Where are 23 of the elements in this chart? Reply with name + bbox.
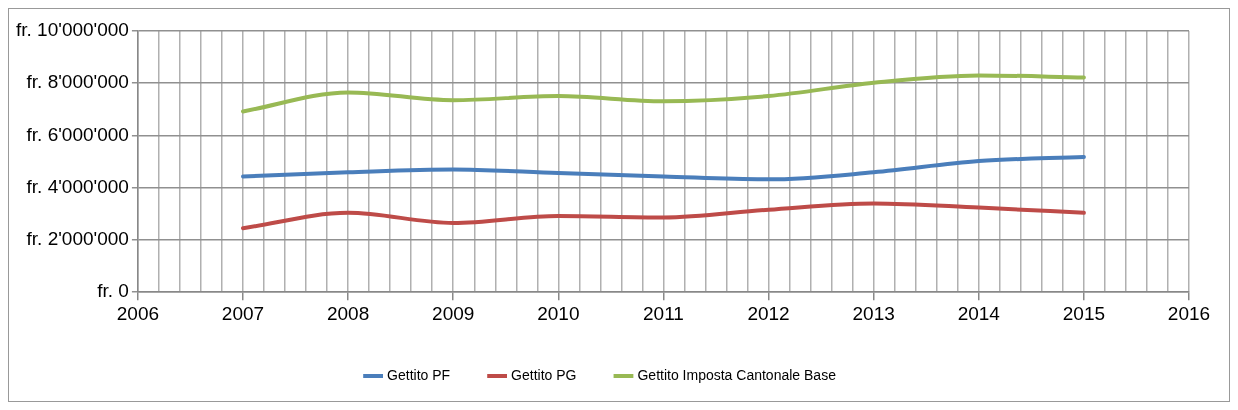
x-tick-label: 2006	[116, 302, 160, 324]
line-series	[241, 201, 1086, 231]
legend-label: Gettito PF	[387, 366, 451, 383]
x-tick-label: 2015	[1062, 302, 1106, 324]
x-tick-label: 2013	[852, 302, 895, 324]
line-series	[241, 73, 1086, 114]
legend-label: Gettito PG	[511, 366, 577, 383]
x-tick-label: 2016	[1167, 302, 1211, 324]
legend-label: Gettito Imposta Cantonale Base	[637, 366, 837, 383]
y-tick-label: fr. 6'000'000	[26, 123, 129, 145]
x-tick-label: 2011	[643, 302, 684, 324]
x-tick-label: 2014	[957, 302, 1001, 324]
y-tick-label: fr. 2'000'000	[26, 228, 129, 250]
y-tick-label: fr. 8'000'000	[26, 71, 129, 93]
y-tick-label: fr. 4'000'000	[26, 175, 129, 197]
line-series	[241, 154, 1086, 182]
x-tick-label: 2010	[537, 302, 580, 324]
x-tick-label: 2008	[326, 302, 370, 324]
x-tick-label: 2012	[747, 302, 790, 324]
x-tick-label: 2009	[432, 302, 475, 324]
x-tick-label: 2007	[221, 302, 265, 324]
y-tick-label: fr. 0	[97, 280, 129, 302]
y-tick-label: fr. 10'000'000	[16, 19, 129, 41]
